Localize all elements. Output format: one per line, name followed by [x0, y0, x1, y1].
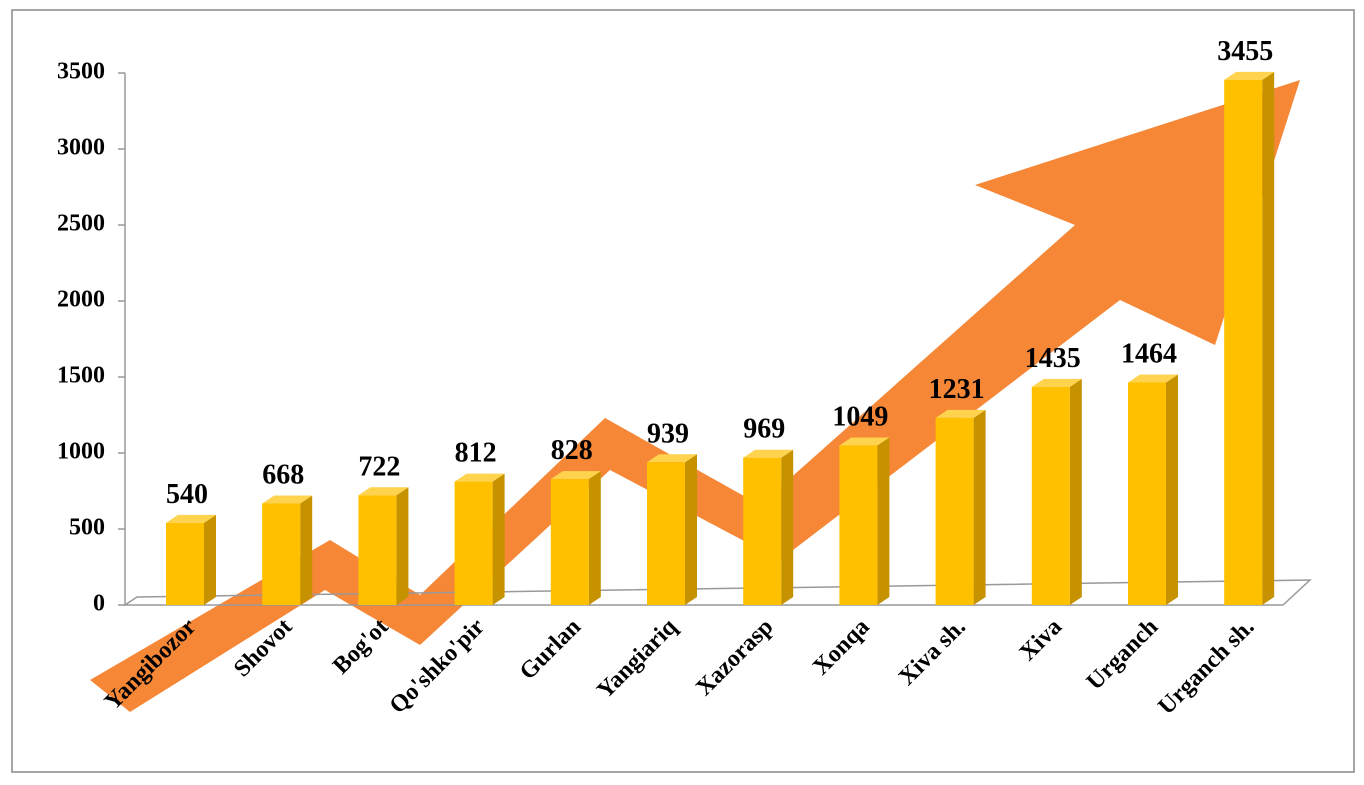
bar-top	[839, 437, 890, 446]
bar-side	[204, 514, 216, 605]
bar-side	[396, 487, 409, 605]
bar-side	[300, 495, 313, 605]
bar	[935, 417, 974, 605]
value-label: 1464	[1121, 338, 1177, 369]
bar	[358, 495, 397, 605]
x-tick-label: Bog'ot	[328, 614, 394, 680]
bar-side	[685, 454, 697, 605]
bar-top	[166, 514, 216, 523]
bar-side	[1262, 71, 1275, 606]
bar-top	[454, 473, 505, 482]
x-tick-label: Xazorasp	[691, 614, 778, 701]
bar	[647, 462, 685, 605]
value-label: 668	[262, 459, 304, 490]
bar-side	[492, 473, 505, 605]
bar	[1128, 382, 1166, 605]
value-label: 540	[166, 479, 208, 510]
x-tick-label: Xiva	[1015, 614, 1067, 666]
y-tick-label: 1000	[57, 439, 105, 465]
value-label: 939	[647, 418, 689, 449]
bar-side	[1166, 374, 1178, 605]
bar-top	[935, 409, 986, 418]
bar-top	[262, 495, 313, 504]
value-label: 1231	[929, 374, 985, 405]
bar-side	[781, 449, 794, 605]
bar	[1224, 79, 1263, 606]
y-tick-label: 2500	[57, 211, 105, 237]
bar-top	[1128, 374, 1178, 383]
floor	[122, 579, 1312, 606]
value-label: 1049	[832, 402, 888, 433]
x-tick-label: Xonqa	[808, 614, 874, 680]
bar-top	[647, 454, 697, 463]
y-tick-label: 1500	[57, 363, 105, 389]
value-label: 828	[551, 435, 593, 466]
trend-arrow	[90, 80, 1300, 712]
value-label: 722	[358, 451, 400, 482]
x-tick-label: Urganch	[1082, 614, 1164, 696]
bar	[262, 503, 301, 605]
bar-top	[1224, 71, 1275, 80]
x-tick-label: Gurlan	[515, 614, 586, 685]
y-tick-label: 500	[69, 515, 105, 541]
x-tick-label: Xiva sh.	[894, 614, 971, 691]
chart-border	[11, 9, 1355, 773]
bar-side	[973, 409, 986, 605]
bar-side	[588, 471, 601, 605]
bar-side	[1069, 378, 1082, 605]
bar	[743, 457, 782, 605]
bar-top	[550, 471, 601, 480]
x-tick-label: Yangiariq	[592, 613, 683, 704]
value-label: 812	[455, 438, 497, 469]
bar-top	[1031, 378, 1082, 387]
bar	[550, 479, 589, 605]
y-tick-label: 0	[93, 591, 105, 617]
bar	[839, 445, 878, 605]
value-label: 3455	[1217, 36, 1273, 67]
y-tick-label: 2000	[57, 287, 105, 313]
bar-top	[358, 487, 409, 496]
bar-top	[743, 449, 794, 458]
bar	[166, 522, 204, 605]
x-tick-label: Urganch sh.	[1153, 614, 1259, 720]
value-label: 969	[743, 414, 785, 445]
bar	[454, 481, 493, 605]
bar-side	[877, 437, 890, 605]
y-tick-label: 3000	[57, 135, 105, 161]
value-label: 1435	[1025, 343, 1081, 374]
bar	[1031, 386, 1070, 605]
y-tick-label: 3500	[57, 59, 105, 85]
